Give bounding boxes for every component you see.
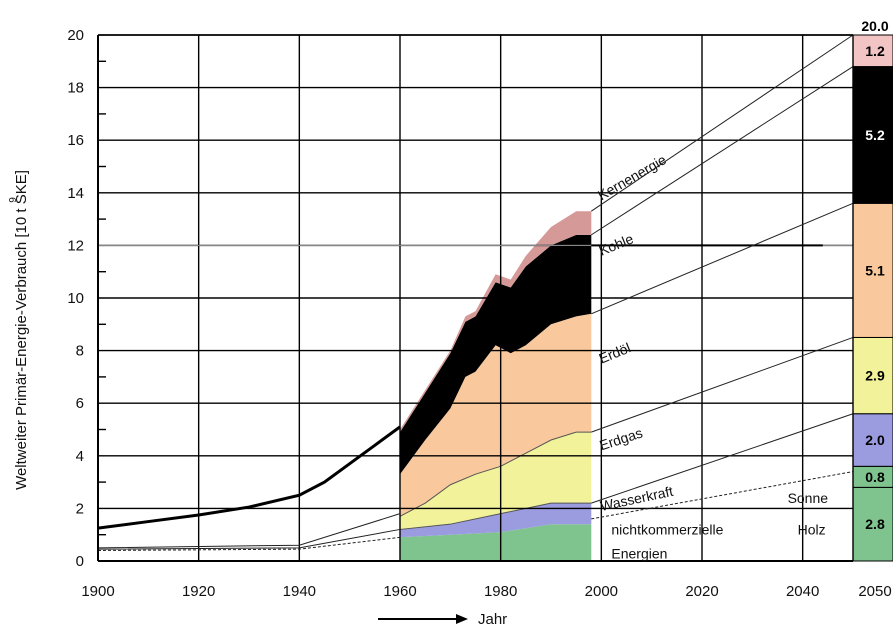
area-erd-l: [400, 313, 592, 517]
x-tick-label-2000: 2000: [585, 583, 618, 600]
x-axis-arrow-head: [456, 614, 468, 624]
annotation-nichtkommerzielle: nichtkommerzielle: [611, 522, 723, 538]
bar-total-label: 20.0: [861, 18, 888, 34]
historical-line-1: [97, 528, 401, 550]
area-wasserkraft: [400, 503, 592, 538]
area-nichtkommerzielle-energien: [400, 524, 592, 561]
annotation-kohle: Kohle: [596, 230, 635, 258]
y-tick-label-16: 16: [67, 132, 84, 149]
historical-total-line: [97, 425, 401, 530]
bar-label-kohle: 5.2: [865, 127, 885, 143]
x-tick-label-2020: 2020: [685, 583, 718, 600]
projection-sonne: [591, 471, 854, 520]
y-tick-label-12: 12: [67, 237, 84, 254]
historical-line-2: [97, 536, 401, 551]
y-tick-label-10: 10: [67, 290, 84, 307]
x-tick-label-2040: 2040: [786, 583, 819, 600]
axes: 0 2 4 6 8 10 12 14 16 18 20 1900 1920 1940 1960 1980 200…: [67, 27, 891, 600]
annotation-sonne: Sonne: [788, 490, 829, 506]
bar-label-wasserkraft: 2.0: [865, 432, 885, 448]
y-tick-label-2: 2: [76, 500, 84, 517]
bar-label-erd-l: 5.1: [865, 262, 885, 278]
annotation-kernenergie: Kernenergie: [595, 151, 669, 203]
y-tick-label-18: 18: [67, 80, 84, 97]
x-tick-label-2050: 2050: [858, 583, 891, 600]
x-tick-label-1920: 1920: [182, 583, 215, 600]
projection-erdgas: [591, 336, 854, 433]
bar-2050: 2.8 0.8 2.0 2.9 5.1 5.2 1.2 20.0: [852, 18, 893, 562]
bar-label-holz: 2.8: [865, 516, 885, 532]
projection-wasserkraft: [591, 413, 854, 504]
x-tick-label-1980: 1980: [484, 583, 517, 600]
area-kohle: [400, 234, 592, 475]
x-axis-label: Jahr: [478, 611, 507, 628]
y-tick-label-14: 14: [67, 185, 84, 202]
y-axis-label: Weltweiter Primär-Energie-Verbrauch [10 …: [13, 170, 30, 490]
y-tick-label-20: 20: [67, 27, 84, 44]
projection-kohle: [590, 66, 854, 236]
annotation-erdgas: Erdgas: [597, 424, 644, 453]
bar-segment-erd-l: [852, 202, 893, 338]
bar-label-kernenergie: 1.2: [865, 43, 885, 59]
y-tick-label-8: 8: [76, 343, 84, 360]
x-tick-label-1940: 1940: [283, 583, 316, 600]
historical-area-layers: [399, 211, 592, 561]
bar-segment-erdgas: [852, 336, 893, 415]
annotation-holz: Holz: [798, 522, 826, 538]
bar-label-sonne: 0.8: [865, 469, 885, 485]
projection-lines: [97, 34, 854, 551]
y-axis-label-exponent: 9: [8, 197, 19, 203]
projection-kernenergie: [590, 34, 854, 212]
y-tick-label-0: 0: [76, 553, 84, 570]
y-tick-label-4: 4: [76, 448, 84, 465]
y-tick-label-6: 6: [76, 395, 84, 412]
annotation-energien: Energien: [611, 545, 667, 561]
x-tick-label-1960: 1960: [383, 583, 416, 600]
x-axis-title: Jahr: [378, 611, 507, 628]
historical-line-0: [97, 513, 401, 549]
projection-erd-l: [591, 202, 854, 315]
x-tick-label-1900: 1900: [81, 583, 114, 600]
area-kernenergie: [400, 211, 592, 433]
bar-segment-kohle: [852, 66, 893, 204]
annotations: KernenergieKohleErdölErdgasWasserkraftni…: [595, 151, 828, 561]
bar-label-erdgas: 2.9: [865, 368, 885, 384]
